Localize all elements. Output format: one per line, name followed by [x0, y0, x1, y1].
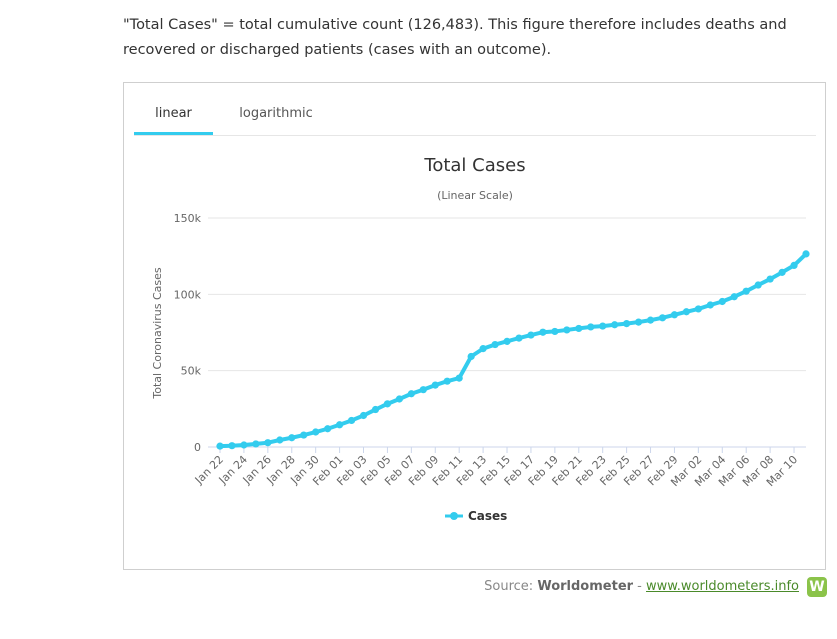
data-point[interactable] — [455, 374, 463, 382]
y-axis-ticks: 0 50k 100k 150k — [174, 212, 202, 454]
data-point[interactable] — [335, 421, 344, 429]
data-point[interactable] — [563, 326, 571, 334]
data-point[interactable] — [766, 275, 774, 283]
y-tick-label: 50k — [181, 365, 202, 378]
tab-linear[interactable]: linear — [134, 101, 213, 135]
y-tick-label: 0 — [194, 441, 201, 454]
data-point[interactable] — [371, 405, 380, 414]
y-axis-title: Total Coronavirus Cases — [151, 267, 164, 400]
y-tick-label: 100k — [174, 288, 202, 301]
data-point[interactable] — [240, 441, 248, 449]
data-point[interactable] — [479, 345, 487, 353]
data-point[interactable] — [575, 324, 583, 333]
data-point[interactable] — [718, 297, 726, 306]
data-point[interactable] — [503, 337, 511, 345]
chart-panel: linear logarithmic Total Cases (Linear S… — [123, 82, 826, 570]
worldometer-logo-icon[interactable]: W — [807, 577, 827, 597]
chart-subtitle: (Linear Scale) — [437, 189, 513, 202]
data-point[interactable] — [252, 440, 260, 448]
legend[interactable]: Cases — [445, 509, 507, 523]
source-link[interactable]: www.worldometers.info — [646, 579, 799, 594]
legend-marker — [450, 512, 458, 520]
data-point[interactable] — [288, 434, 296, 442]
data-point[interactable] — [611, 321, 619, 329]
data-point[interactable] — [216, 442, 224, 450]
data-point[interactable] — [790, 261, 798, 270]
data-point[interactable] — [300, 431, 308, 439]
tab-logarithmic[interactable]: logarithmic — [239, 106, 313, 121]
data-point[interactable] — [491, 340, 499, 349]
data-point[interactable] — [802, 250, 810, 258]
data-point[interactable] — [646, 316, 655, 324]
data-point[interactable] — [324, 425, 332, 433]
data-point[interactable] — [312, 428, 320, 436]
data-point[interactable] — [359, 411, 368, 420]
total-cases-chart: Total Cases (Linear Scale) Total Coronav… — [151, 155, 810, 523]
data-point[interactable] — [706, 301, 714, 309]
data-point[interactable] — [395, 395, 403, 403]
data-point[interactable] — [682, 308, 691, 316]
data-point[interactable] — [587, 323, 595, 331]
scale-tabs: linear logarithmic — [134, 101, 816, 136]
data-point[interactable] — [778, 268, 786, 276]
data-point[interactable] — [730, 293, 738, 301]
series-line — [218, 251, 808, 449]
intro-line-1: "Total Cases" = total cumulative count (… — [123, 17, 787, 33]
data-point[interactable] — [527, 331, 535, 339]
series-cases — [216, 250, 810, 450]
data-point[interactable] — [264, 439, 272, 447]
data-point[interactable] — [539, 328, 547, 336]
source-separator: - — [633, 579, 647, 594]
data-point[interactable] — [623, 320, 631, 328]
data-point[interactable] — [419, 386, 427, 394]
grid-lines — [208, 217, 806, 448]
data-point[interactable] — [276, 436, 284, 444]
data-point[interactable] — [658, 314, 667, 322]
data-point[interactable] — [228, 442, 236, 450]
data-point[interactable] — [383, 400, 392, 408]
data-point[interactable] — [407, 390, 415, 398]
intro-text: "Total Cases" = total cumulative count (… — [123, 13, 813, 63]
data-point[interactable] — [634, 318, 643, 326]
data-point[interactable] — [670, 311, 679, 319]
data-point[interactable] — [599, 322, 607, 330]
data-point[interactable] — [443, 377, 451, 385]
data-point[interactable] — [551, 327, 559, 336]
data-point[interactable] — [431, 381, 439, 389]
legend-label[interactable]: Cases — [468, 509, 507, 523]
intro-line-2: recovered or discharged patients (cases … — [123, 42, 552, 58]
source-name: Worldometer — [537, 579, 634, 594]
data-point[interactable] — [742, 287, 750, 295]
source-credit: Source: Worldometer - www.worldometers.i… — [484, 577, 799, 597]
data-point[interactable] — [694, 305, 702, 313]
chart-title: Total Cases — [423, 155, 525, 176]
data-point[interactable] — [467, 352, 475, 361]
data-point[interactable] — [347, 416, 356, 425]
y-tick-label: 150k — [174, 212, 202, 225]
data-point[interactable] — [754, 281, 762, 289]
source-prefix: Source: — [484, 579, 538, 594]
data-point[interactable] — [515, 334, 523, 342]
